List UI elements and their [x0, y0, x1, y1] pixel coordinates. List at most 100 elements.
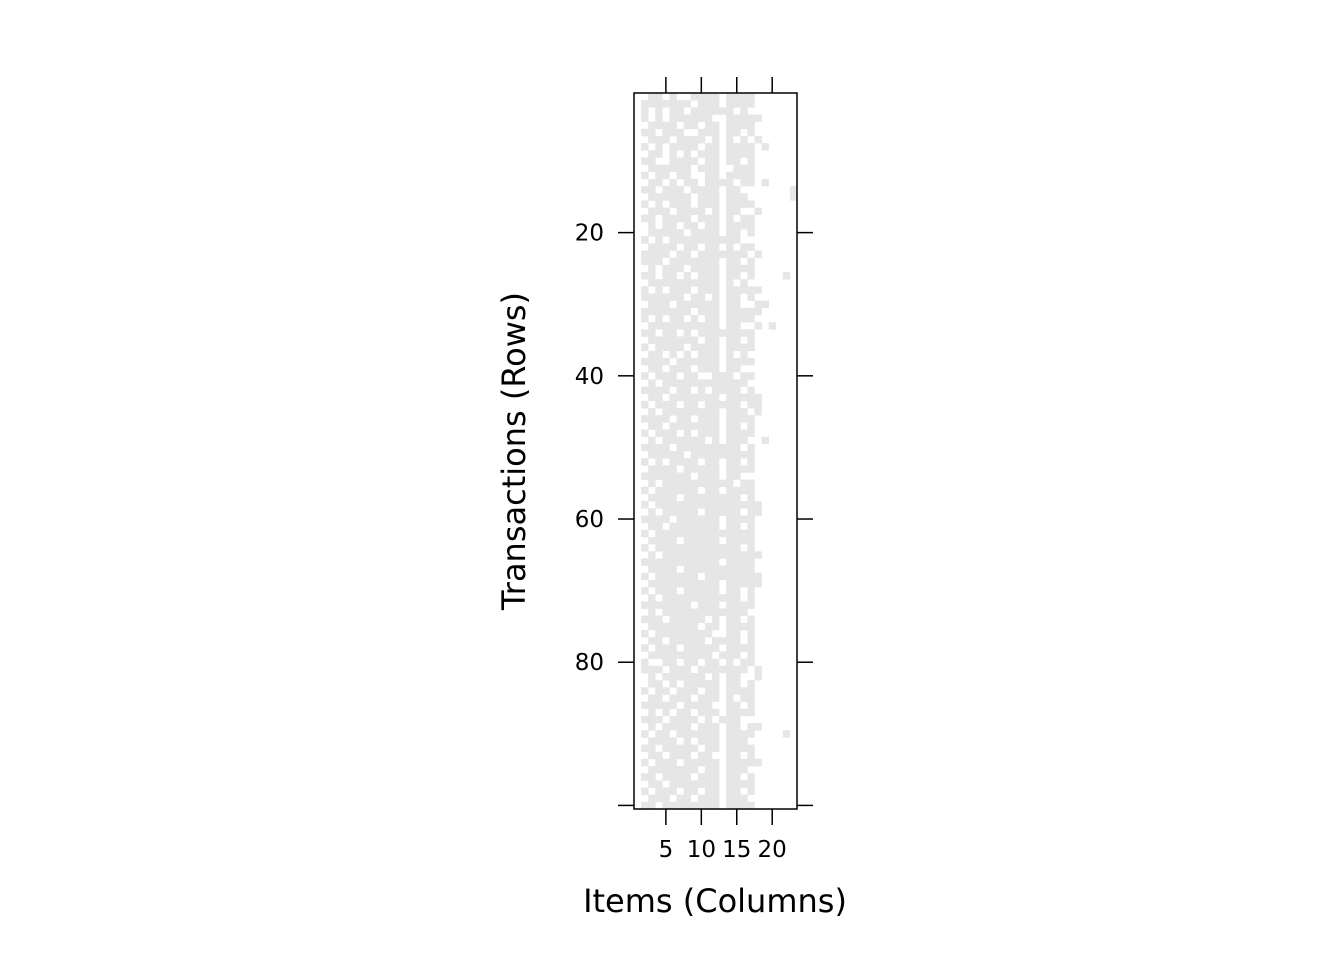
heatmap-cell — [697, 536, 706, 545]
heatmap-cell — [676, 164, 684, 173]
heatmap-cell — [711, 93, 720, 101]
heatmap-cell — [704, 665, 713, 674]
heatmap-cell — [740, 501, 748, 509]
heatmap-cell — [662, 508, 670, 516]
heatmap-cell — [683, 257, 691, 266]
heatmap-cell — [733, 737, 741, 745]
heatmap-cell — [740, 329, 748, 337]
heatmap-cell — [676, 665, 684, 674]
heatmap-cell — [655, 630, 663, 638]
heatmap-cell — [690, 701, 699, 710]
heatmap-cell — [662, 486, 670, 495]
heatmap-cell — [641, 730, 649, 738]
heatmap-cell — [747, 229, 755, 237]
heatmap-cell — [733, 114, 741, 122]
heatmap-cell — [676, 200, 684, 208]
heatmap-cell — [733, 121, 741, 130]
heatmap-cell — [690, 536, 699, 545]
heatmap-cell — [648, 723, 656, 731]
heatmap-cell — [641, 665, 649, 674]
heatmap-cell — [726, 630, 734, 638]
heatmap-cell — [711, 801, 720, 810]
heatmap-cell — [697, 264, 706, 273]
heatmap-cell — [655, 365, 663, 373]
heatmap-cell — [754, 508, 762, 516]
heatmap-cell — [690, 135, 699, 144]
heatmap-cell — [704, 630, 713, 638]
heatmap-cell — [641, 372, 649, 380]
heatmap-cell — [704, 128, 713, 137]
heatmap-cell — [669, 665, 677, 674]
heatmap-cell — [719, 178, 727, 187]
heatmap-cell — [662, 193, 670, 201]
heatmap-cell — [754, 665, 762, 674]
heatmap-cell — [655, 171, 663, 180]
heatmap-cell — [662, 651, 670, 659]
heatmap-cell — [704, 715, 713, 724]
heatmap-cell — [704, 587, 713, 595]
heatmap-cell — [648, 651, 656, 659]
heatmap-cell — [740, 529, 748, 538]
heatmap-cell — [754, 723, 762, 731]
heatmap-cell — [676, 293, 684, 301]
heatmap-cell — [669, 128, 677, 137]
heatmap-cell — [655, 422, 663, 430]
heatmap-cell — [704, 801, 713, 810]
heatmap-cell — [641, 343, 649, 352]
heatmap-cell — [726, 723, 734, 731]
heatmap-cell — [726, 522, 734, 531]
heatmap-cell — [662, 737, 670, 745]
heatmap-cell — [740, 801, 748, 810]
heatmap-cell — [697, 436, 706, 445]
heatmap-cell — [740, 100, 748, 108]
heatmap-cell — [648, 322, 656, 330]
heatmap-cell — [669, 529, 677, 538]
heatmap-cell — [726, 443, 734, 452]
heatmap-cell — [683, 436, 691, 445]
heatmap-cell — [719, 529, 727, 538]
heatmap-cell — [733, 357, 741, 366]
heatmap-cell — [669, 773, 677, 781]
heatmap-cell — [669, 93, 677, 101]
heatmap-cell — [747, 429, 755, 437]
heatmap-cell — [726, 121, 734, 130]
heatmap-cell — [669, 451, 677, 459]
heatmap-cell — [697, 465, 706, 473]
heatmap-cell — [726, 357, 734, 366]
heatmap-cell — [690, 594, 699, 602]
heatmap-cell — [733, 615, 741, 624]
heatmap-cell — [740, 572, 748, 581]
heatmap-cell — [740, 93, 748, 101]
heatmap-cell — [669, 751, 677, 760]
heatmap-cell — [683, 565, 691, 574]
heatmap-cell — [669, 465, 677, 473]
heatmap-cell — [697, 293, 706, 301]
heatmap-cell — [740, 415, 748, 423]
heatmap-cell — [648, 243, 656, 251]
heatmap-cell — [690, 322, 699, 330]
heatmap-cell — [711, 150, 720, 158]
heatmap-cell — [662, 293, 670, 301]
heatmap-cell — [648, 307, 656, 316]
heatmap-cell — [704, 551, 713, 559]
heatmap-cell — [669, 651, 677, 659]
heatmap-cell — [754, 501, 762, 509]
heatmap-cell — [648, 150, 656, 158]
heatmap-cell — [740, 164, 748, 173]
heatmap-cell — [740, 515, 748, 523]
heatmap-cell — [697, 501, 706, 509]
heatmap-cell — [690, 744, 699, 753]
heatmap-cell — [747, 272, 755, 280]
heatmap-cell — [655, 286, 663, 294]
axis-ticks: 5 10 15 20 20 40 60 80 — [575, 77, 813, 863]
heatmap-cell — [711, 579, 720, 588]
heatmap-cell — [676, 801, 684, 810]
heatmap-cell — [648, 157, 656, 165]
heatmap-cell — [648, 365, 656, 373]
heatmap-cell — [676, 744, 684, 753]
heatmap-cell — [711, 128, 720, 137]
heatmap-cell — [733, 207, 741, 216]
heatmap-cell — [669, 780, 677, 788]
heatmap-cell — [726, 680, 734, 688]
